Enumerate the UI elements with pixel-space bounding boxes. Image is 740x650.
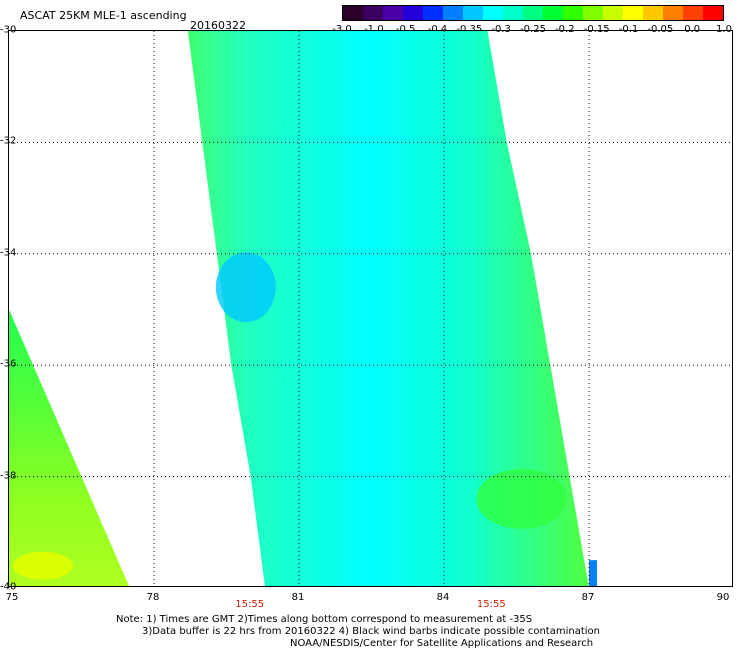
colorbar-label: -1.0 — [364, 24, 384, 35]
colorbar-segment — [423, 6, 443, 20]
longitude-label: 81 — [291, 592, 305, 603]
colorbar-label: -0.2 — [555, 24, 575, 35]
note-line-3: NOAA/NESDIS/Center for Satellite Applica… — [290, 638, 594, 649]
colorbar-segment — [503, 6, 523, 20]
latitude-label: -30 — [0, 24, 17, 36]
longitude-label: 90 — [716, 592, 730, 603]
colorbar-segment — [703, 6, 723, 20]
colorbar-segment — [463, 6, 483, 20]
colorbar-segment — [583, 6, 603, 20]
colorbar-label: 0.0 — [684, 24, 701, 35]
colorbar-label: -3.0 — [332, 24, 352, 35]
note-line-1: Note: 1) Times are GMT 2)Times along bot… — [116, 614, 533, 625]
colorbar-segment — [683, 6, 703, 20]
colorbar-label: -0.35 — [456, 24, 483, 35]
colorbar-label: -0.3 — [491, 24, 511, 35]
map-canvas — [9, 31, 732, 586]
colorbar-segment — [523, 6, 543, 20]
latitude-label: -38 — [0, 470, 17, 482]
latitude-label: -40 — [0, 581, 17, 593]
colorbar-segment — [403, 6, 423, 20]
latitude-label: -36 — [0, 358, 17, 370]
colorbar-label: -0.5 — [395, 24, 416, 35]
longitude-label: 84 — [436, 592, 450, 603]
colorbar-segment — [543, 6, 563, 20]
product-title: ASCAT 25KM MLE-1 ascending — [20, 9, 187, 22]
colorbar — [342, 5, 724, 21]
colorbar-label: -0.15 — [583, 24, 610, 35]
colorbar-labels: -3.0 -1.0 -0.5 -0.4 -0.35 -0.3 -0.25 -0.2 -0.15-… — [332, 24, 732, 36]
longitude-label: 78 — [146, 592, 160, 603]
colorbar-label: -0.1 — [618, 24, 639, 35]
colorbar-label: 1.0 — [716, 24, 732, 35]
colorbar-segment — [443, 6, 463, 20]
latitude-label: -34 — [0, 247, 17, 259]
colorbar-segment — [343, 6, 363, 20]
colorbar-segment — [383, 6, 403, 20]
colorbar-segment — [563, 6, 583, 20]
longitude-label: 87 — [581, 592, 595, 603]
yellow-patch — [12, 551, 73, 580]
colorbar-label: -0.25 — [520, 24, 546, 35]
note-line-2: 3)Data buffer is 22 hrs from 20160322 4)… — [142, 626, 600, 637]
product-date: 20160322 — [190, 19, 246, 32]
colorbar-segment — [363, 6, 383, 20]
latitude-label: -32 — [0, 135, 17, 147]
pass-time-label: 15:55 — [476, 599, 506, 610]
pass-time-label: 15:55 — [235, 599, 265, 610]
colorbar-segment — [483, 6, 503, 20]
colorbar-segment — [623, 6, 643, 20]
colorbar-segment — [603, 6, 623, 20]
main-swath — [187, 31, 589, 586]
left-swath — [9, 309, 129, 586]
strong-wind-patch — [215, 252, 276, 323]
map-frame — [8, 30, 733, 587]
colorbar-segment — [643, 6, 663, 20]
blue-cell — [589, 560, 597, 586]
colorbar-segment — [663, 6, 683, 20]
colorbar-label: -0.4 — [427, 24, 448, 35]
colorbar-label: -0.05 — [647, 24, 674, 35]
green-patch — [476, 468, 567, 529]
longitude-label: 75 — [5, 592, 19, 603]
